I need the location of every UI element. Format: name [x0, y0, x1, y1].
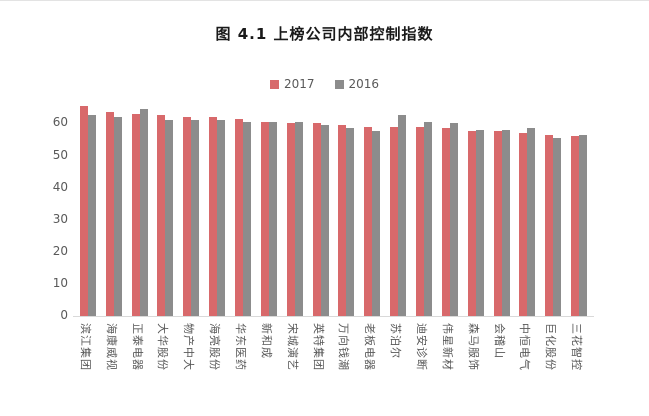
- bar-2016-15: [476, 130, 484, 316]
- legend: 2017 2016: [0, 77, 649, 91]
- legend-swatch-2016: [334, 79, 344, 89]
- y-tick-50: 50: [52, 147, 68, 162]
- bar-2016-6: [243, 122, 251, 316]
- bar-2016-5: [217, 120, 225, 316]
- bar-2017-12: [390, 127, 398, 316]
- x-label-12: 苏泊尔: [389, 323, 403, 359]
- bar-2017-17: [519, 133, 527, 316]
- bar-2017-0: [80, 106, 88, 316]
- bar-2017-11: [364, 127, 372, 316]
- bar-2016-13: [424, 122, 432, 316]
- bar-2016-17: [527, 128, 535, 316]
- bar-2017-5: [209, 117, 217, 316]
- x-label-5: 海亮股份: [208, 323, 222, 371]
- x-label-19: 三花智控: [570, 323, 584, 371]
- bar-2016-4: [191, 120, 199, 316]
- legend-item-2017: 2017: [269, 77, 315, 91]
- x-label-2: 正泰电器: [130, 323, 144, 371]
- bar-2017-15: [468, 131, 476, 316]
- bar-2017-7: [261, 122, 269, 316]
- y-tick-30: 30: [52, 211, 68, 226]
- x-label-13: 迪安诊断: [414, 323, 428, 371]
- bar-2016-7: [269, 122, 277, 316]
- bar-2016-12: [398, 115, 406, 316]
- y-tick-20: 20: [52, 243, 68, 258]
- x-label-17: 中恒电气: [518, 323, 532, 371]
- x-label-6: 华东医药: [234, 323, 248, 371]
- legend-item-2016: 2016: [334, 77, 380, 91]
- bar-2016-10: [346, 128, 354, 316]
- bar-2017-13: [416, 127, 424, 316]
- bar-2017-8: [287, 123, 295, 316]
- bar-2017-14: [442, 128, 450, 316]
- bar-2017-4: [183, 117, 191, 316]
- bar-2016-8: [295, 122, 303, 316]
- bar-2016-19: [579, 135, 587, 316]
- bar-2016-2: [140, 109, 148, 316]
- y-tick-10: 10: [52, 275, 68, 290]
- legend-swatch-2017: [269, 79, 279, 89]
- bar-2016-3: [165, 120, 173, 316]
- y-tick-60: 60: [52, 115, 68, 130]
- bar-2017-18: [545, 135, 553, 316]
- bar-2016-18: [553, 138, 561, 316]
- x-label-8: 宋城演艺: [285, 323, 299, 371]
- y-tick-40: 40: [52, 179, 68, 194]
- chart-title: 图 4.1 上榜公司内部控制指数: [215, 25, 434, 43]
- bar-2016-0: [88, 115, 96, 316]
- x-label-11: 老板电器: [363, 323, 377, 371]
- x-label-1: 海康威视: [104, 323, 118, 371]
- bar-2017-19: [571, 136, 579, 316]
- x-axis-line: [73, 316, 594, 317]
- bar-2016-1: [114, 117, 122, 316]
- bar-2016-9: [321, 125, 329, 316]
- bar-2016-14: [450, 123, 458, 316]
- bar-2017-1: [106, 112, 114, 316]
- legend-label-2017: 2017: [283, 77, 315, 91]
- x-label-15: 森马服饰: [466, 323, 480, 371]
- bar-2017-6: [235, 119, 243, 316]
- x-label-18: 巨化股份: [544, 323, 558, 371]
- bar-2017-2: [132, 114, 140, 316]
- bar-2017-9: [313, 123, 321, 316]
- bar-2017-16: [494, 131, 502, 316]
- bar-2016-11: [372, 131, 380, 316]
- bar-2016-16: [502, 130, 510, 316]
- x-label-16: 会稽山: [492, 323, 506, 359]
- x-label-4: 物产中大: [182, 323, 196, 371]
- x-label-14: 伟星新材: [440, 323, 454, 371]
- legend-label-2016: 2016: [348, 77, 380, 91]
- x-label-7: 新和成: [259, 323, 273, 359]
- x-label-3: 大华股份: [156, 323, 170, 371]
- x-label-9: 英特集团: [311, 323, 325, 371]
- x-label-10: 万向钱潮: [337, 323, 351, 371]
- x-label-0: 滨江集团: [78, 323, 92, 371]
- bar-2017-10: [338, 125, 346, 316]
- y-tick-0: 0: [60, 308, 68, 322]
- bar-2017-3: [157, 115, 165, 316]
